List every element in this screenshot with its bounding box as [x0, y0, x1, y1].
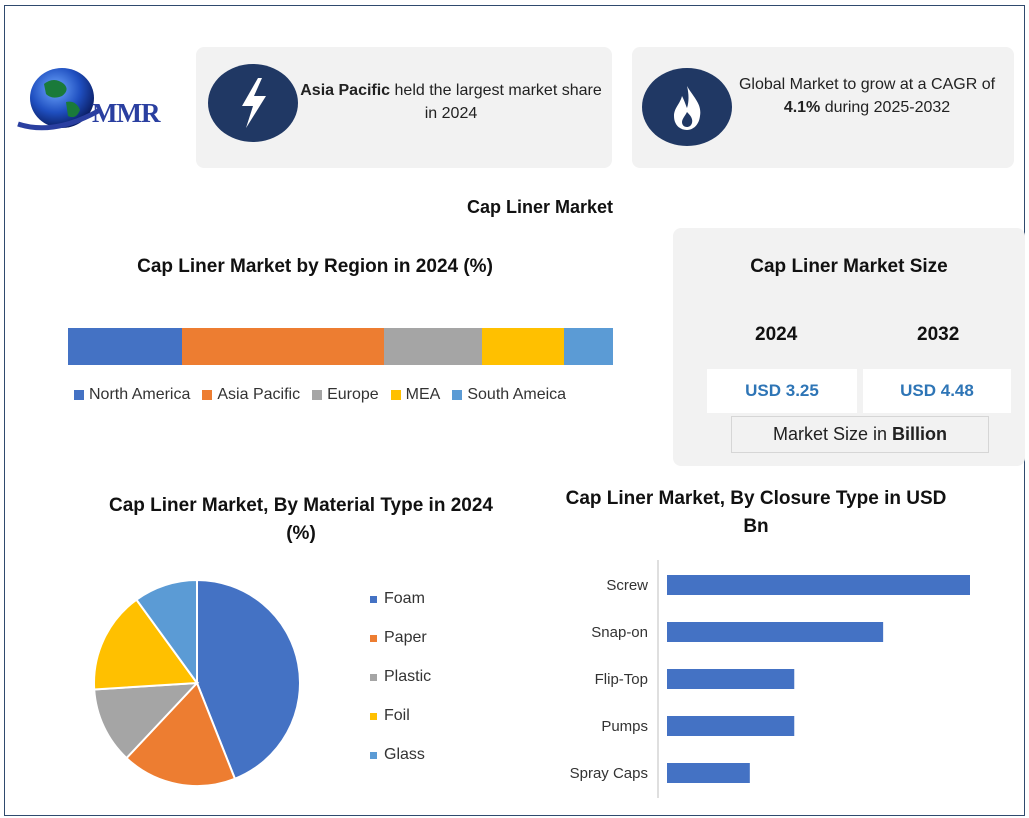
market-size-title: Cap Liner Market Size [750, 256, 948, 277]
region-legend: North America Asia Pacific Europe MEA South … [74, 386, 578, 404]
category-label-snap-on: Snap-on [591, 624, 648, 641]
legend-label: Plastic [384, 668, 432, 685]
legend-label: Paper [384, 629, 427, 646]
lightning-icon [208, 64, 298, 142]
legend-swatch [370, 751, 377, 759]
highlight-text-region: Asia Pacific held the largest market sha… [300, 82, 602, 122]
market-size-card: Cap Liner Market Size 2024 2032 USD 3.25… [673, 228, 1025, 466]
legend-label: Foil [384, 707, 410, 724]
legend-label: Asia Pacific [217, 386, 301, 403]
legend-swatch [312, 390, 323, 400]
legend-swatch [74, 390, 84, 400]
legend-item-south-ameica: South Ameica [452, 386, 566, 404]
flame-icon [642, 68, 732, 146]
globe-icon [17, 68, 102, 131]
legend-label: Glass [384, 746, 425, 763]
bar-screw [667, 575, 970, 595]
material-chart-title: Cap Liner Market, By Material Type in 20… [108, 495, 493, 544]
bar-flip-top [667, 669, 795, 689]
region-chart-title: Cap Liner Market by Region in 2024 (%) [137, 256, 493, 277]
bar-spray-caps [667, 763, 750, 783]
pie-slice-plastic [93, 681, 200, 760]
category-label-spray-caps: Spray Caps [570, 765, 648, 782]
market-size-unit: Market Size in Billion [731, 416, 989, 453]
legend-label: Foam [384, 590, 425, 607]
pie-slice-glass [135, 578, 198, 687]
region-segment-mea [482, 328, 564, 365]
legend-swatch [390, 390, 401, 400]
legend-label: North America [89, 386, 191, 403]
legend-item-foil: Foil [370, 705, 431, 727]
pie-slice-paper [125, 681, 237, 787]
legend-label: South Ameica [467, 386, 567, 403]
legend-item-plastic: Plastic [370, 666, 431, 688]
region-segment-europe [384, 328, 483, 365]
year-2032: 2032 [917, 324, 960, 345]
legend-label: Europe [327, 386, 379, 403]
legend-item-europe: Europe [312, 386, 379, 404]
main-title: Cap Liner Market [466, 197, 614, 217]
bar-snap-on [667, 622, 884, 642]
legend-item-paper: Paper [370, 627, 431, 649]
category-label-flip-top: Flip-Top [595, 671, 648, 688]
closure-bar-chart: Screw Snap-on Flip-Top Pumps Spray Caps [570, 560, 970, 798]
material-pie-chart [93, 578, 301, 787]
year-2024: 2024 [755, 324, 798, 345]
region-segment-south-ameica [563, 328, 613, 365]
legend-swatch [202, 390, 213, 400]
legend-swatch [452, 390, 463, 400]
legend-swatch [370, 673, 377, 681]
material-legend: Foam Paper Plastic Foil Glass [370, 588, 431, 783]
legend-item-asia-pacific: Asia Pacific [202, 386, 300, 404]
region-stacked-bar [68, 328, 613, 365]
category-label-pumps: Pumps [601, 718, 648, 735]
highlight-card-region: Asia Pacific held the largest market sha… [196, 47, 612, 168]
legend-swatch [370, 634, 377, 642]
legend-item-foam: Foam [370, 588, 431, 610]
market-value-2024: USD 3.25 [707, 369, 857, 413]
closure-chart-title: Cap Liner Market, By Closure Type in USD… [565, 488, 947, 537]
legend-swatch [370, 712, 377, 720]
market-value-2032: USD 4.48 [863, 369, 1011, 413]
highlight-text-cagr: Global Market to grow at a CAGR of 4.1% … [738, 76, 996, 116]
legend-label: MEA [405, 386, 441, 403]
legend-item-north-america: North America [74, 386, 190, 404]
bar-pumps [667, 716, 795, 736]
region-segment-north-america [68, 328, 183, 365]
region-segment-asia-pacific [182, 328, 385, 365]
legend-swatch [370, 595, 377, 603]
pie-slice-foil [93, 598, 199, 691]
legend-item-mea: MEA [390, 386, 441, 404]
legend-item-glass: Glass [370, 744, 431, 766]
logo-text: MMR [92, 98, 160, 128]
pie-slice-foam [196, 578, 301, 781]
category-label-screw: Screw [606, 577, 648, 594]
highlight-card-cagr: Global Market to grow at a CAGR of 4.1% … [632, 47, 1014, 168]
